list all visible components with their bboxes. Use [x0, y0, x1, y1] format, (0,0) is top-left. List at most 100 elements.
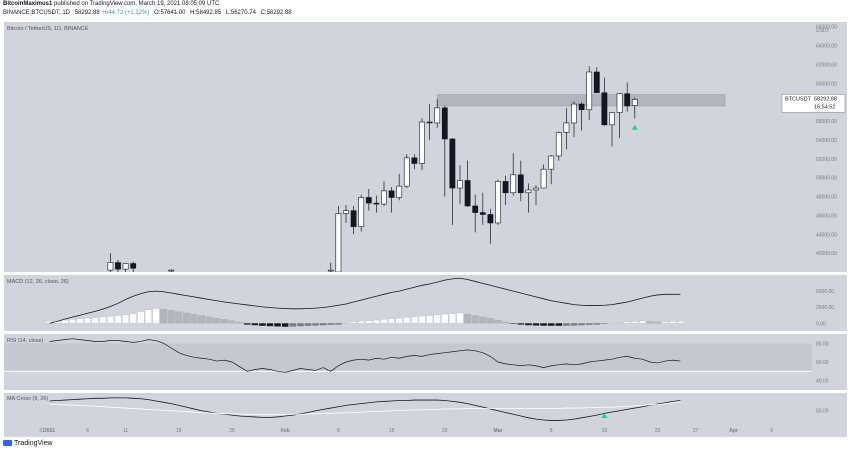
candle-body — [601, 92, 608, 126]
macd-histogram-bar — [152, 308, 160, 324]
candle-body — [510, 174, 517, 194]
macd-histogram-bar — [251, 323, 259, 326]
macd-histogram-bar — [471, 315, 479, 324]
candle-body — [586, 71, 593, 111]
macd-histogram-bar — [600, 323, 608, 325]
macd-histogram-bar — [175, 311, 183, 324]
rsi-tick-label: 80.00 — [816, 341, 829, 347]
high-label: H: — [190, 10, 197, 16]
time-tick-label: 6 — [86, 428, 89, 434]
price-tick-label: 46000.00 — [816, 213, 837, 219]
macd-histogram-bar — [403, 317, 411, 324]
time-tick-label: 31 — [39, 428, 45, 434]
candle-body — [373, 202, 380, 205]
candle-body — [563, 122, 570, 133]
price-tick-label: 66000.00 — [816, 25, 837, 31]
candle-body — [533, 187, 539, 191]
high-value: 58492.85 — [196, 10, 222, 16]
macd-histogram-bar — [676, 321, 684, 324]
publish-text: published on TradingView.com, March 19, … — [54, 1, 220, 7]
macd-tick-label: 5000.00 — [816, 289, 834, 295]
candle-body — [419, 121, 425, 164]
rsi-band — [4, 343, 812, 372]
price-tick-label: 64000.00 — [816, 44, 837, 50]
price-tick-label: 62000.00 — [816, 62, 837, 68]
candle-body — [616, 93, 623, 113]
change-value: +644.72 (+1.12%) — [101, 10, 150, 16]
open-value: 57641.00 — [160, 10, 186, 16]
candle-body — [441, 107, 448, 140]
time-tick-label: 8 — [550, 428, 553, 434]
macd-histogram-bar — [654, 321, 661, 324]
macd-histogram-bar — [312, 323, 319, 326]
macd-histogram-bar — [411, 316, 418, 324]
candle-body — [571, 103, 577, 124]
open-label: O: — [154, 10, 161, 16]
price-tick-label: 44000.00 — [816, 232, 837, 238]
low-label: L: — [225, 10, 231, 16]
candle-body — [548, 155, 555, 170]
macd-histogram-bar — [669, 321, 677, 324]
macd-histogram-bar — [433, 314, 441, 324]
ohlc-line: BINANCE:BTCUSDT, 1D 58292.88 +644.72 (+1… — [3, 10, 292, 16]
price-axis-bg — [812, 22, 847, 437]
candle-body — [631, 99, 638, 106]
macd-histogram-bar — [456, 312, 464, 324]
macd-histogram-bar — [631, 321, 639, 324]
macd-histogram-bar — [547, 323, 555, 326]
macd-histogram-bar — [487, 318, 494, 324]
macd-histogram-bar — [555, 323, 563, 326]
macd-histogram-bar — [327, 323, 335, 325]
candle-body — [578, 103, 585, 111]
macd-histogram-bar — [638, 320, 646, 324]
tradingview-brand[interactable]: TradingView — [3, 440, 53, 447]
macd-histogram-bar — [350, 321, 357, 324]
price-tick-label: 50000.00 — [816, 176, 837, 182]
time-tick-label: 8 — [337, 428, 340, 434]
candle-body — [624, 93, 631, 107]
publish-line: BitcoinMaximus1 published on TradingView… — [3, 1, 219, 7]
panel-bg-main — [4, 22, 812, 272]
macd-histogram-bar — [532, 323, 540, 326]
candle-body — [434, 107, 441, 124]
time-tick-label: Mar — [494, 428, 503, 434]
brand-text: TradingView — [14, 440, 53, 447]
third-tick-label: 50.00 — [816, 409, 829, 415]
candle-body — [502, 181, 509, 194]
main-panel-title: Bitcoin / TetherUS, 1D, BINANCE — [7, 26, 89, 32]
tradingview-logo-icon — [3, 440, 12, 446]
macd-histogram-bar — [578, 323, 585, 326]
candle-body — [396, 185, 403, 198]
low-value: 56270.74 — [230, 10, 256, 16]
macd-panel-title: MACD (12, 26, close, 26) — [7, 279, 69, 285]
macd-histogram-bar — [183, 312, 190, 324]
publisher-name[interactable]: BitcoinMaximus1 — [3, 1, 53, 7]
ma-cross-line — [49, 397, 681, 421]
macd-histogram-bar — [289, 323, 297, 327]
candle-body — [335, 213, 342, 273]
macd-histogram-bar — [479, 316, 487, 324]
macd-tick-label: 2500.00 — [816, 305, 834, 311]
macd-histogram-bar — [464, 314, 471, 324]
candle-body — [593, 71, 600, 94]
candle-body — [122, 263, 129, 270]
macd-histogram-bar — [198, 315, 206, 324]
time-tick-label: 25 — [229, 428, 235, 434]
close-value: 58292.88 — [266, 10, 292, 16]
candle-body — [403, 157, 410, 187]
candle-body — [555, 132, 562, 157]
macd-histogram-bar — [373, 319, 380, 324]
bullish-signal-arrow — [631, 124, 638, 130]
last-value: 58292.88 — [74, 10, 100, 16]
candle-body — [472, 205, 479, 213]
candle-body — [115, 262, 121, 270]
macd-histogram-bar — [145, 309, 152, 324]
price-tick-label: 60000.00 — [816, 81, 837, 87]
time-axis-bg — [4, 424, 812, 437]
candle-body — [517, 174, 524, 194]
time-tick-label: Apr — [729, 428, 738, 434]
macd-histogram-bar — [221, 319, 228, 324]
macd-histogram-bar — [297, 323, 304, 327]
candle-body — [388, 190, 395, 198]
